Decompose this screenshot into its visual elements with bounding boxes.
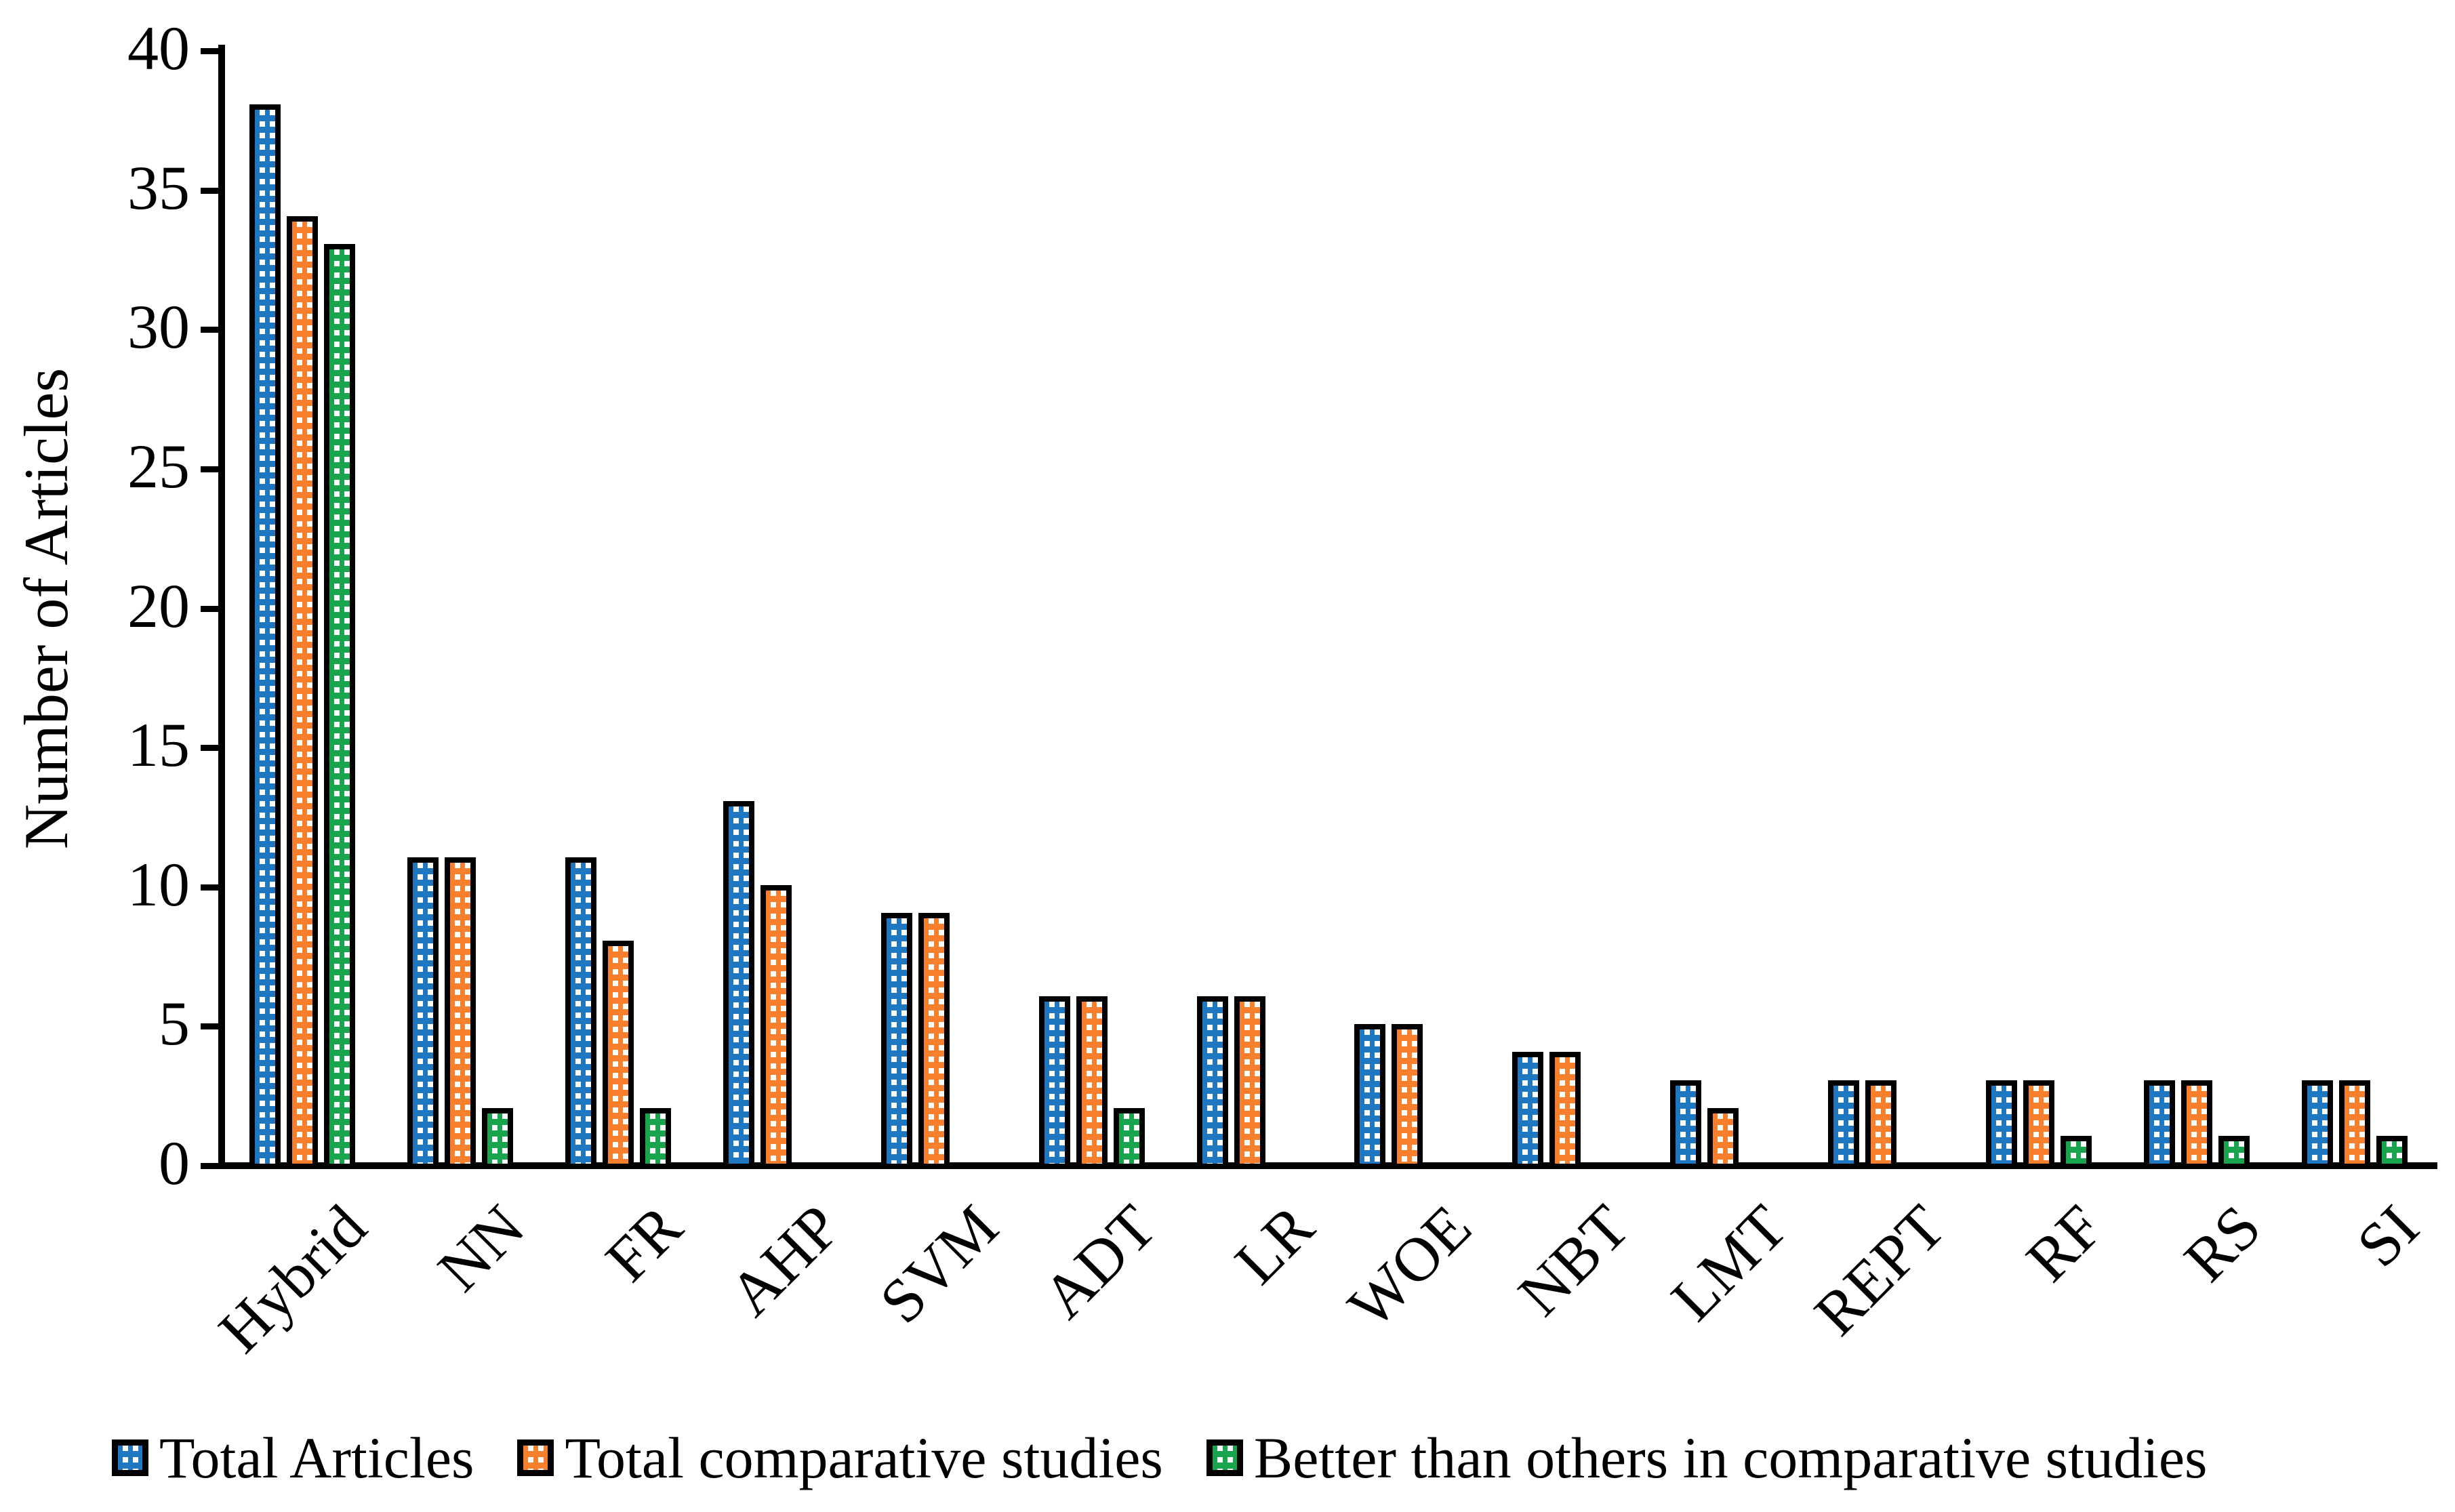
y-tick-label: 20 [127, 571, 190, 640]
y-tick-label: 10 [127, 849, 190, 919]
legend-swatch-better-in-comparative [1206, 1439, 1243, 1476]
x-axis-line [218, 1162, 2437, 1169]
bar-nn-total-comparative-studies [445, 857, 476, 1169]
bar-adt-total-articles [1039, 996, 1070, 1169]
bar-woe-total-comparative-studies [1392, 1024, 1423, 1169]
legend-item-better-in-comparative: Better than others in comparative studie… [1206, 1429, 2208, 1487]
legend-label: Total Articles [159, 1425, 474, 1490]
legend: Total Articles Total comparative studies B… [112, 1429, 2208, 1487]
bar-si-total-comparative-studies [2339, 1080, 2370, 1169]
bar-nbt-total-comparative-studies [1549, 1052, 1581, 1169]
y-tick [201, 466, 224, 472]
bar-nn-better-in-comparative [482, 1108, 513, 1169]
bar-nn-total-articles [407, 857, 439, 1169]
y-tick [201, 327, 224, 333]
bar-rf-total-articles [1986, 1080, 2017, 1169]
bar-woe-total-articles [1354, 1024, 1385, 1169]
y-tick-label: 0 [159, 1128, 190, 1198]
bar-hybrid-total-articles [249, 104, 281, 1169]
y-tick [201, 1023, 224, 1030]
y-tick-label: 25 [127, 431, 190, 501]
bar-rs-total-comparative-studies [2181, 1080, 2212, 1169]
y-tick-label: 30 [127, 292, 190, 362]
bar-ahp-total-comparative-studies [760, 885, 792, 1169]
y-tick [201, 48, 224, 54]
legend-label: Better than others in comparative studie… [1253, 1425, 2208, 1490]
bar-adt-total-comparative-studies [1076, 996, 1108, 1169]
y-tick-label: 15 [127, 710, 190, 780]
bar-rs-better-in-comparative [2218, 1136, 2250, 1169]
bar-si-total-articles [2302, 1080, 2333, 1169]
legend-item-total-articles: Total Articles [112, 1429, 474, 1487]
y-tick-label: 35 [127, 152, 190, 222]
y-tick [201, 884, 224, 891]
bar-svm-total-comparative-studies [918, 913, 950, 1169]
bar-rept-total-comparative-studies [1865, 1080, 1896, 1169]
legend-label: Total comparative studies [565, 1425, 1163, 1490]
bar-rept-total-articles [1828, 1080, 1859, 1169]
y-tick [201, 605, 224, 612]
bar-hybrid-better-in-comparative [324, 244, 355, 1169]
y-tick [201, 187, 224, 194]
y-tick-label: 5 [159, 989, 190, 1059]
bar-lmt-total-articles [1670, 1080, 1701, 1169]
bar-fr-total-articles [565, 857, 596, 1169]
bar-rf-better-in-comparative [2061, 1136, 2092, 1169]
bar-fr-better-in-comparative [640, 1108, 671, 1169]
bar-svm-total-articles [881, 913, 912, 1169]
legend-item-total-comparative-studies: Total comparative studies [517, 1425, 1163, 1490]
bar-ahp-total-articles [723, 801, 754, 1169]
y-tick [201, 1163, 224, 1169]
bar-lr-total-articles [1197, 996, 1228, 1169]
bar-lmt-total-comparative-studies [1707, 1108, 1739, 1169]
legend-swatch-total-comparative-studies [517, 1439, 554, 1476]
bar-fr-total-comparative-studies [603, 941, 634, 1169]
y-tick-label: 40 [127, 14, 190, 83]
bar-hybrid-total-comparative-studies [287, 216, 318, 1169]
bar-adt-better-in-comparative [1114, 1108, 1145, 1169]
bar-nbt-total-articles [1512, 1052, 1543, 1169]
bar-rs-total-articles [2144, 1080, 2175, 1169]
bar-lr-total-comparative-studies [1234, 996, 1265, 1169]
legend-swatch-total-articles [112, 1439, 148, 1476]
y-tick [201, 745, 224, 752]
bar-rf-total-comparative-studies [2023, 1080, 2054, 1169]
bar-si-better-in-comparative [2376, 1136, 2408, 1169]
